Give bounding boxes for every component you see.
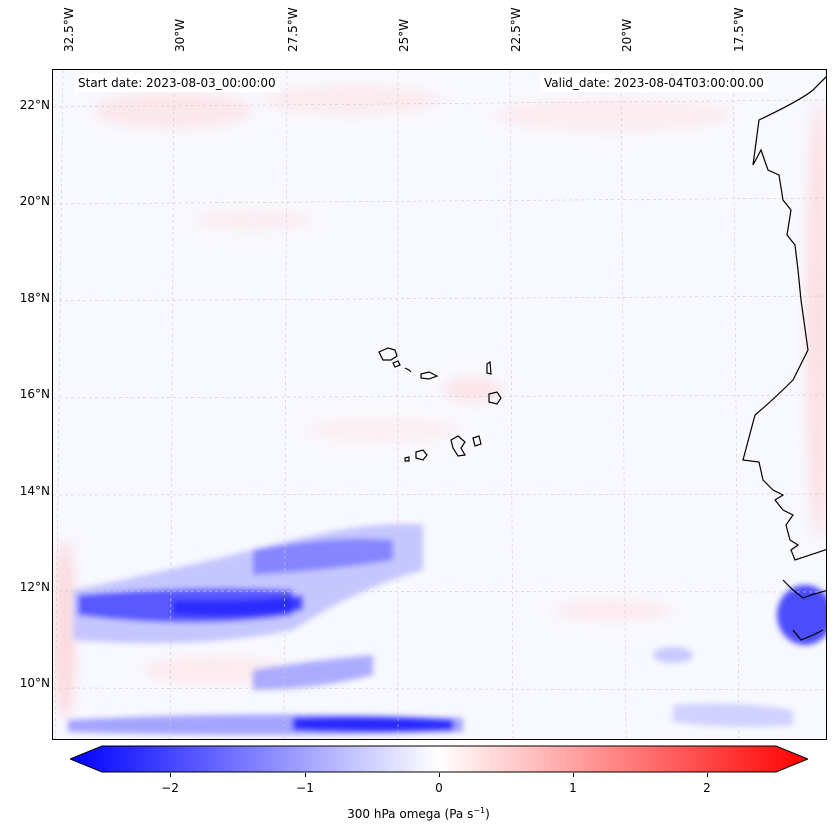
valid-date-label: Valid_date: 2023-08-04T03:00:00.00 (540, 74, 768, 92)
colorbar-label: 300 hPa omega (Pa s−1) (347, 806, 490, 821)
cb-tickmark-2 (707, 773, 708, 777)
lat-label-22n: 22°N (19, 98, 50, 112)
lat-label-18n: 18°N (19, 291, 50, 305)
graticule (53, 70, 826, 739)
omega-map (52, 69, 827, 740)
colorbar (70, 745, 808, 773)
lon-label-32.5w: 32.5°W (62, 7, 76, 52)
omega-field (53, 70, 826, 739)
lon-label-22.5w: 22.5°W (509, 7, 523, 52)
lat-label-20n: 20°N (19, 194, 50, 208)
cb-tick-0: 0 (435, 781, 443, 795)
positive-omega-patches (55, 86, 826, 720)
cape-verde-islands (378, 347, 502, 462)
lon-label-30w: 30°W (173, 18, 187, 52)
lat-label-16n: 16°N (19, 387, 50, 401)
cb-tick-2: 2 (703, 781, 711, 795)
cb-tick-1: 1 (569, 781, 577, 795)
lat-label-12n: 12°N (19, 580, 50, 594)
cb-tickmark-m1 (305, 773, 306, 777)
start-date-label: Start date: 2023-08-03_00:00:00 (74, 74, 280, 92)
lon-label-27.5w: 27.5°W (286, 7, 300, 52)
cb-tickmark-1 (573, 773, 574, 777)
lon-label-17.5w: 17.5°W (732, 7, 746, 52)
cb-tickmark-m2 (170, 773, 171, 777)
cb-tickmark-0 (439, 773, 440, 777)
cb-tick-m1: −1 (296, 781, 314, 795)
lat-label-10n: 10°N (19, 676, 50, 690)
coastline (742, 76, 826, 641)
cb-tick-m2: −2 (161, 781, 179, 795)
lon-label-25w: 25°W (397, 18, 411, 52)
lon-label-20w: 20°W (620, 18, 634, 52)
colorbar-label-exponent: −1 (473, 806, 486, 815)
negative-omega-band (68, 524, 826, 735)
lat-label-14n: 14°N (19, 484, 50, 498)
